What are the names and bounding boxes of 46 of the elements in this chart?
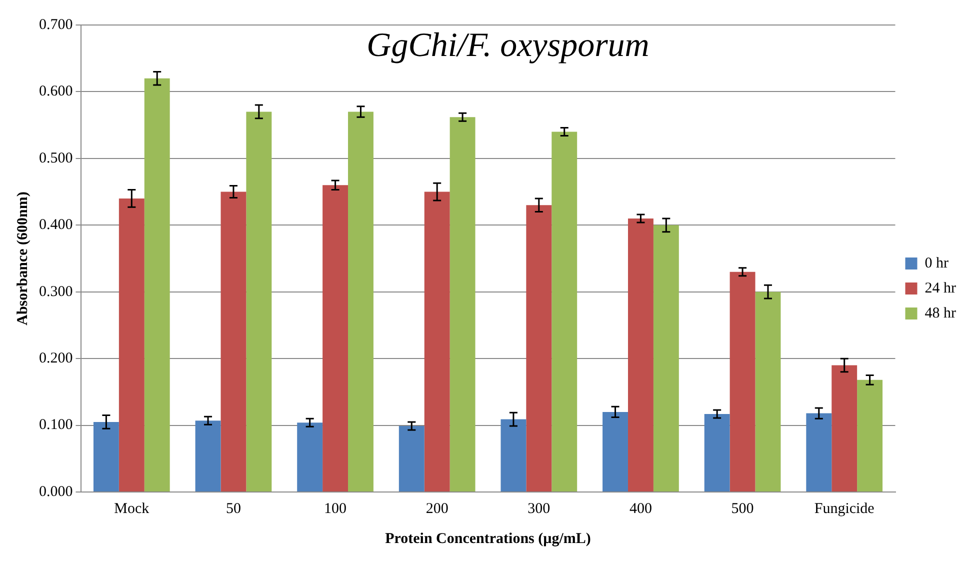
- bar: [398, 426, 424, 492]
- bar: [653, 225, 679, 492]
- bar: [832, 365, 858, 492]
- bar: [857, 380, 883, 492]
- y-tick-label: 0.400: [39, 217, 73, 234]
- bar: [806, 413, 832, 492]
- bar: [348, 112, 374, 492]
- bar: [500, 419, 526, 492]
- bar: [297, 422, 323, 492]
- bar: [195, 420, 221, 492]
- x-tick-label: 200: [426, 500, 448, 517]
- y-tick-label: 0.200: [39, 350, 73, 367]
- x-tick-label: Fungicide: [814, 500, 875, 517]
- bar: [424, 192, 450, 492]
- x-tick-label: Mock: [114, 500, 150, 517]
- y-axis-title: Absorbance (600nm): [14, 192, 31, 326]
- y-tick-label: 0.600: [39, 84, 73, 100]
- y-tick-label: 0.000: [39, 484, 73, 500]
- y-tick-label: 0.100: [39, 417, 73, 434]
- bar: [730, 272, 756, 492]
- x-tick-label: 50: [226, 500, 241, 517]
- bar: [526, 205, 552, 492]
- x-tick-label: 400: [629, 500, 652, 517]
- y-tick-label: 0.300: [39, 284, 73, 300]
- x-axis-title: Protein Concentrations (µg/mL): [385, 530, 591, 547]
- bar: [322, 185, 348, 492]
- bar: [628, 218, 654, 492]
- bar: [755, 292, 781, 492]
- legend-label: 24 hr: [924, 280, 956, 296]
- bar: [144, 78, 170, 492]
- bar: [704, 414, 730, 492]
- bar: [450, 117, 476, 492]
- bar: [220, 192, 246, 492]
- x-tick-label: 500: [731, 500, 754, 517]
- bar: [93, 422, 119, 492]
- bar: [246, 112, 272, 492]
- chart-title: GgChi/F. oxysporum: [366, 26, 650, 64]
- x-tick-label: 300: [528, 500, 550, 517]
- x-tick-label: 100: [324, 500, 347, 517]
- bar: [602, 412, 628, 492]
- y-tick-label: 0.500: [39, 150, 73, 166]
- legend-label: 0 hr: [924, 255, 949, 272]
- bar: [552, 132, 578, 492]
- y-tick-label: 0.700: [39, 16, 73, 33]
- bar: [118, 198, 144, 492]
- legend-label: 48 hr: [924, 305, 956, 322]
